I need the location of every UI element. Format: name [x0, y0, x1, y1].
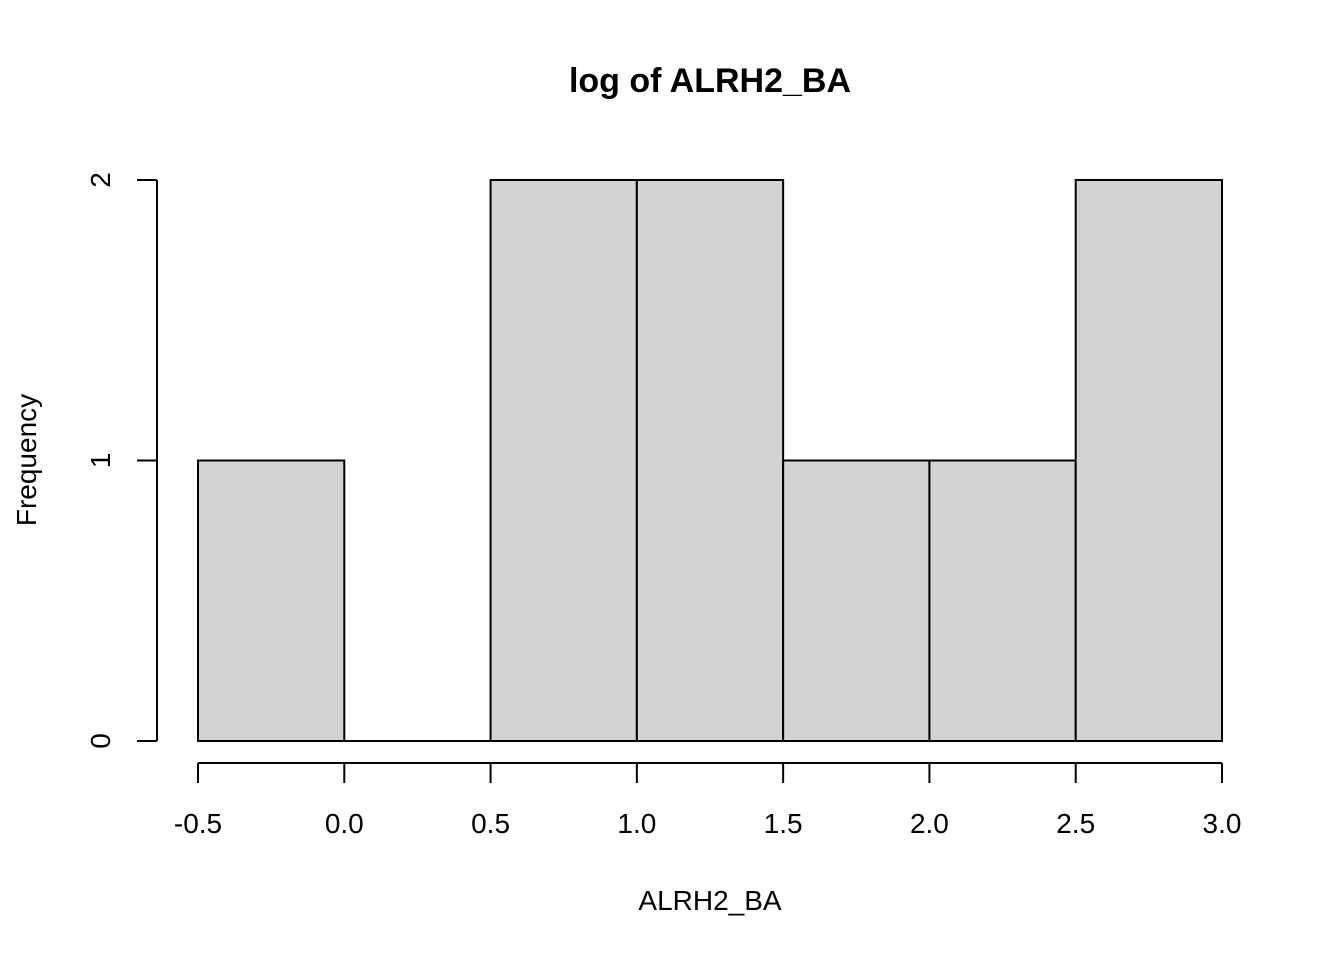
- y-tick-label: 2: [85, 172, 116, 188]
- x-tick-label: 1.5: [764, 808, 803, 839]
- histogram-bar-4: [782, 459, 931, 742]
- histogram-bar-3: [635, 179, 785, 742]
- x-axis-label: ALRH2_BA: [638, 885, 782, 916]
- x-tick-label: 2.0: [910, 808, 949, 839]
- x-tick-label: 0.0: [325, 808, 364, 839]
- y-tick-label: 1: [85, 453, 116, 469]
- y-tick-label: 0: [85, 733, 116, 749]
- x-tick-label: 3.0: [1203, 808, 1242, 839]
- x-tick-label: -0.5: [174, 808, 222, 839]
- bars-group: [197, 179, 1223, 742]
- x-axis: -0.5 0.0 0.5 1.0 1.5 2.0 2.5 3.0: [174, 762, 1242, 839]
- histogram-bar-0: [197, 459, 346, 742]
- x-tick-label: 1.0: [617, 808, 656, 839]
- histogram-bar-6: [1074, 179, 1223, 742]
- x-tick-label: 0.5: [471, 808, 510, 839]
- chart-title: log of ALRH2_BA: [569, 62, 851, 100]
- histogram-bar-2: [489, 179, 638, 742]
- y-axis-label: Frequency: [11, 394, 42, 526]
- y-axis: 0 1 2: [85, 172, 158, 749]
- histogram-bar-5: [928, 459, 1077, 742]
- x-tick-label: 2.5: [1056, 808, 1095, 839]
